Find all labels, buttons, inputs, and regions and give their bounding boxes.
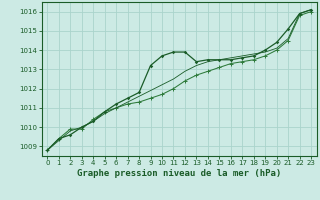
X-axis label: Graphe pression niveau de la mer (hPa): Graphe pression niveau de la mer (hPa)	[77, 169, 281, 178]
